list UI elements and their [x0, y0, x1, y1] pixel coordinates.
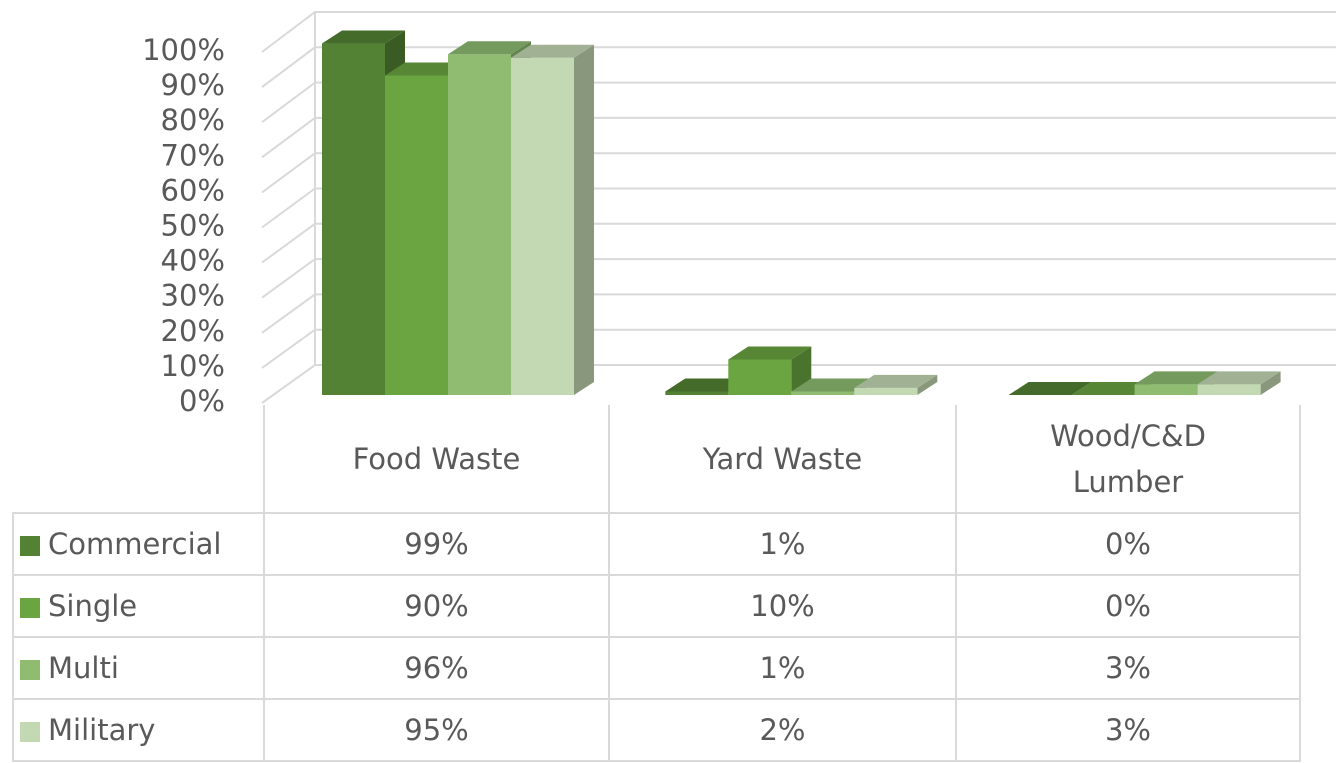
y-tick-label: 100% — [142, 33, 225, 67]
legend-key — [20, 722, 40, 742]
bar — [1071, 382, 1155, 395]
header-row: Food Waste Yard Waste Wood/C&D Lumber — [13, 405, 1301, 514]
value-cell: 90% — [263, 574, 610, 638]
x-tick-label: Food Waste — [352, 441, 521, 476]
bar-side — [1260, 371, 1281, 395]
legend-label: Military — [48, 713, 156, 747]
value-cell: 0% — [955, 574, 1301, 638]
value-cell: 2% — [608, 698, 957, 762]
bar-top — [1134, 371, 1218, 385]
bar-front — [854, 387, 918, 395]
bar — [854, 374, 938, 395]
y-tick-label: 40% — [161, 244, 225, 278]
legend-key — [20, 660, 40, 680]
bar — [1197, 371, 1281, 395]
value-cell: 3% — [955, 636, 1301, 700]
legend-label: Single — [48, 589, 138, 623]
bar-top — [1071, 382, 1155, 395]
y-tick-label: 50% — [161, 209, 225, 243]
bar-front — [511, 57, 574, 395]
bar-top — [791, 378, 875, 392]
x-tick-label: Yard Waste — [702, 441, 863, 476]
y-tick-label: 20% — [161, 314, 225, 348]
bar-side — [574, 44, 594, 395]
bar-top — [854, 374, 938, 388]
y-tick-label: 10% — [161, 349, 225, 383]
legend-key — [20, 536, 40, 556]
bar-front — [665, 391, 729, 395]
y-tick-label: 80% — [161, 103, 225, 137]
series-row: Multi 96% 1% 3% — [12, 636, 1301, 700]
legend-cell: Single — [12, 574, 265, 638]
y-tick-label: 90% — [161, 68, 225, 102]
bar-top — [385, 62, 468, 76]
bar-top — [511, 44, 594, 58]
value-cell: 3% — [955, 698, 1301, 762]
category-cell: Wood/C&D Lumber — [955, 405, 1301, 514]
bar-front — [1134, 384, 1198, 395]
legend-label: Commercial — [48, 527, 222, 561]
bar-front — [791, 391, 855, 395]
value-cell: 95% — [263, 698, 610, 762]
legend-cell: Commercial — [12, 512, 265, 576]
bar-top — [322, 30, 405, 44]
bar — [1008, 382, 1092, 395]
series-row: Military 95% 2% 3% — [12, 698, 1301, 762]
bar-top — [1197, 371, 1281, 385]
bar-front — [385, 75, 448, 395]
corner — [13, 405, 265, 514]
value-cell: 96% — [263, 636, 610, 700]
grid-line — [261, 11, 1336, 53]
legend-cell: Military — [12, 698, 265, 762]
bar-front — [728, 359, 792, 395]
bar-front — [1197, 384, 1261, 395]
legend-key — [20, 598, 40, 618]
bar-side — [917, 374, 938, 395]
series-row: Single 90% 10% 0% — [12, 574, 1301, 638]
y-tick-label: 60% — [161, 173, 225, 207]
bar-top — [448, 41, 531, 55]
y-tick-label: 70% — [161, 138, 225, 172]
value-cell: 0% — [955, 512, 1301, 576]
bar-front — [448, 54, 511, 395]
bar — [728, 346, 812, 395]
bar — [511, 44, 594, 395]
y-tick-label: 30% — [161, 279, 225, 313]
category-cell: Yard Waste — [608, 405, 957, 514]
value-cell: 1% — [608, 636, 957, 700]
bar-top — [665, 378, 749, 392]
bar-top — [1008, 382, 1092, 395]
category-cell: Food Waste — [263, 405, 610, 514]
value-cell: 99% — [263, 512, 610, 576]
bar-front — [322, 43, 385, 396]
x-tick-label: Wood/C&D Lumber — [1050, 418, 1206, 499]
value-cell: 1% — [608, 512, 957, 576]
legend-cell: Multi — [12, 636, 265, 700]
data-table: Food Waste Yard Waste Wood/C&D Lumber Comme… — [12, 405, 1301, 762]
series-row: Commercial 99% 1% 0% — [12, 512, 1301, 576]
legend-label: Multi — [48, 651, 119, 685]
bar-top — [728, 346, 812, 360]
value-cell: 10% — [608, 574, 957, 638]
